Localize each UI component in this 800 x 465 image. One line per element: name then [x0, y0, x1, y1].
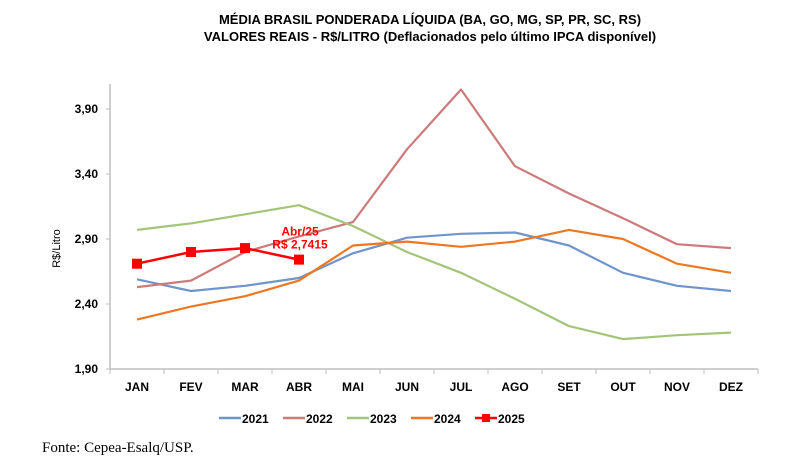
legend-label: 2025 [498, 412, 525, 426]
legend-item-2022: 2022 [283, 412, 333, 426]
annotations: Abr/25R$ 2,7415 [272, 225, 328, 252]
data-point-2025 [186, 247, 196, 257]
series-line-2023 [136, 204, 732, 341]
y-tick-label: 2,90 [75, 232, 99, 246]
series-2024 [136, 228, 732, 321]
legend-label: 2022 [306, 412, 333, 426]
y-tick-label: 1,90 [75, 362, 99, 376]
y-tick-label: 2,40 [75, 297, 99, 311]
x-tick-label: JUL [450, 380, 473, 394]
data-point-2025 [294, 254, 304, 265]
legend: 2021 2022 2023 2024 2025 [219, 412, 525, 426]
legend-label: 2023 [370, 412, 397, 426]
x-tick-label: AGO [501, 380, 528, 394]
x-tick-label: ABR [286, 380, 312, 394]
data-label: Abr/25 [281, 225, 319, 239]
data-point-2025 [132, 258, 142, 269]
y-axis-title: R$/Litro [51, 229, 63, 268]
series-line-2024 [136, 228, 732, 321]
series-line-2025 [136, 246, 300, 265]
data-point-2025 [240, 243, 250, 254]
series-2022 [136, 88, 732, 289]
series-line-2021 [136, 231, 732, 293]
x-tick-label: MAI [342, 380, 364, 394]
legend-marker [482, 414, 490, 422]
chart-subtitle: VALORES REAIS - R$/LITRO (Deflacionados … [203, 29, 657, 44]
data-label: R$ 2,7415 [272, 238, 328, 252]
series-line-2022 [136, 88, 732, 289]
legend-item-2023: 2023 [347, 412, 397, 426]
series-2023 [136, 204, 732, 341]
legend-item-2025: 2025 [475, 412, 525, 426]
x-tick-label: MAR [231, 380, 259, 394]
y-tick-label: 3,40 [75, 167, 99, 181]
x-tick-label: NOV [664, 380, 690, 394]
x-tick-label: FEV [179, 380, 202, 394]
x-tick-label: OUT [610, 380, 636, 394]
x-tick-label: JAN [125, 380, 149, 394]
series-lines [132, 88, 732, 341]
source-note: Fonte: Cepea-Esalq/USP. [42, 440, 194, 456]
legend-item-2021: 2021 [219, 412, 269, 426]
legend-label: 2021 [242, 412, 269, 426]
series-2025 [132, 243, 304, 269]
y-tick-label: 3,90 [75, 102, 99, 116]
x-tick-label: DEZ [719, 380, 743, 394]
axes: 1,90 2,40 2,90 3,40 3,90 R$/Litro JAN FEV MAR ABR… [51, 84, 759, 394]
chart-title: MÉDIA BRASIL PONDERADA LÍQUIDA (BA, GO, … [218, 12, 642, 27]
x-tick-label: SET [557, 380, 581, 394]
x-tick-label: JUN [395, 380, 419, 394]
series-2021 [136, 231, 732, 293]
legend-label: 2024 [434, 412, 461, 426]
legend-item-2024: 2024 [411, 412, 461, 426]
